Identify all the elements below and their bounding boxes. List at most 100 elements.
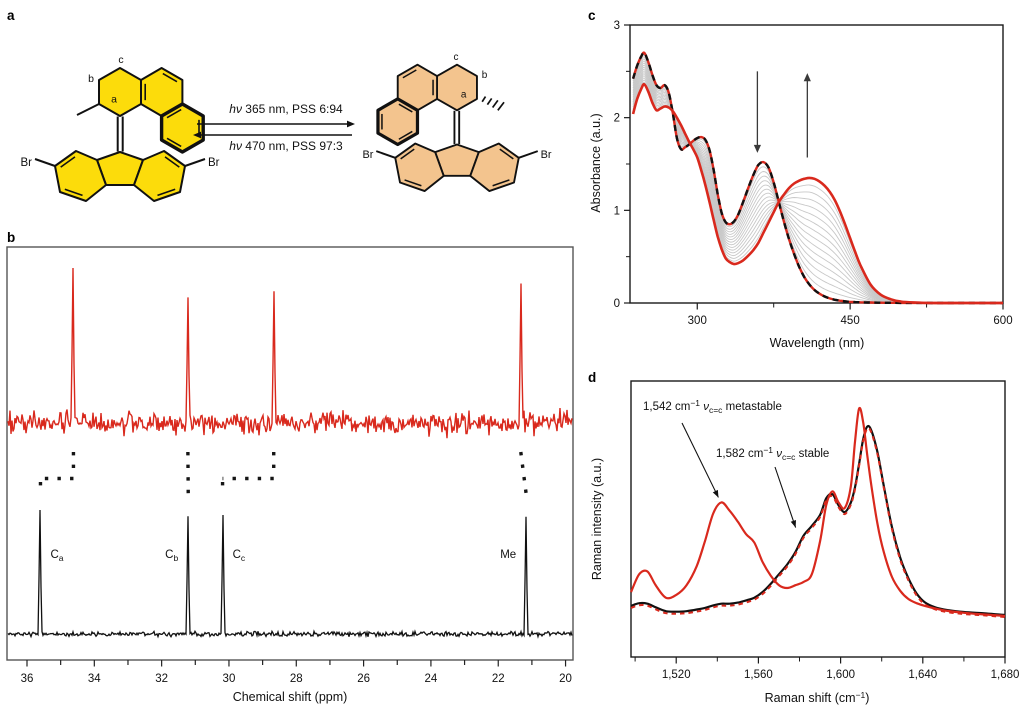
uvvis-x-axis-title: Wavelength (nm)	[769, 336, 865, 350]
ring	[133, 150, 186, 202]
double-bond-inner-line	[402, 69, 417, 79]
nmr-x-axis-title: Chemical shift (ppm)	[232, 690, 348, 704]
intermediate-spectrum	[632, 69, 1003, 304]
raman-metastable-red	[629, 406, 1006, 617]
nmr-peak-label: Ca	[50, 549, 63, 563]
x-tick-label: 30	[223, 673, 236, 685]
ring	[159, 102, 205, 154]
annotation-arrowhead	[712, 489, 719, 498]
uvvis-y-axis-title: Absorbance (a.u.)	[589, 113, 603, 213]
nmr-peak-label: Cb	[165, 549, 178, 563]
x-tick-label: 300	[688, 315, 707, 327]
methyl-bond	[76, 103, 100, 116]
double-bond-inner-line	[157, 188, 176, 197]
x-tick-label: 1,680	[991, 669, 1020, 681]
x-tick-label: 1,560	[744, 669, 773, 681]
atom-label: Br	[541, 149, 552, 161]
x-tick-label: 36	[21, 673, 34, 685]
raman-plot-box	[630, 380, 1006, 658]
panel-a-label: a	[7, 8, 15, 23]
br-bond	[375, 150, 396, 159]
atom-label: a	[111, 94, 117, 106]
double-bond-inner-line	[499, 148, 514, 160]
forward-arrowhead	[347, 120, 355, 128]
metastable-spectrum-red	[631, 82, 1003, 305]
hashed-wedge-mark	[486, 97, 493, 106]
stable-spectrum-black-dashed	[631, 51, 1003, 305]
forward-reaction-condition: hν 365 nm, PSS 6:94	[229, 102, 342, 116]
raman-stable-black	[630, 424, 1006, 617]
intermediate-spectrum	[632, 75, 1003, 304]
raman-y-axis-title: Raman intensity (a.u.)	[590, 457, 604, 581]
y-tick-label: 3	[614, 20, 620, 32]
double-bond-inner-line	[398, 103, 413, 113]
x-tick-label: 32	[155, 673, 168, 685]
double-bond-inner-line	[64, 188, 83, 197]
ann1-sup: −1	[690, 398, 701, 408]
x-tick-label: 26	[357, 673, 370, 685]
nu-symbol: ν	[773, 448, 782, 460]
hashed-wedge-mark	[491, 99, 499, 108]
raman-annotation-metastable: 1,542 cm−1 νc=c metastable	[643, 398, 782, 415]
atom-label: Br	[208, 157, 220, 169]
nmr-peak-label: Me	[500, 549, 516, 561]
intermediate-spectrum	[632, 79, 1003, 304]
ann2-sub: c=c	[781, 452, 796, 462]
x-tick-label: 1,600	[826, 669, 855, 681]
atom-label: c	[454, 52, 459, 63]
ring	[376, 97, 420, 147]
stable-spectrum-red-underlay	[631, 51, 1003, 305]
panel-a-structures: c b a Br Br c b a Br Br	[21, 52, 552, 202]
metastable-isomer-structure: c b a Br Br	[362, 52, 552, 193]
atom-label: c	[118, 54, 123, 66]
panel-b-label: b	[7, 230, 16, 245]
br-bond	[34, 158, 56, 167]
y-tick-label: 1	[614, 205, 620, 217]
x-tick-label: 24	[425, 673, 438, 685]
intermediate-spectrum	[632, 64, 1003, 304]
down-trend-arrowhead	[753, 144, 761, 153]
raman-x-axis-title: Raman shift (cm−1)	[765, 690, 870, 705]
nmr-plot-box	[6, 246, 574, 661]
hashed-wedge-mark	[497, 101, 505, 111]
atom-label: a	[461, 89, 467, 100]
ring	[96, 151, 144, 186]
ring	[434, 143, 480, 177]
intermediate-spectrum	[632, 71, 1003, 304]
backward-reaction-condition: hν 470 nm, PSS 97:3	[229, 139, 342, 153]
raman-x-title-post: )	[865, 691, 870, 705]
ann1-pre: 1,542 cm	[643, 401, 691, 413]
double-bond-inner-line	[166, 108, 182, 119]
stable-isomer-structure: c b a Br Br	[21, 54, 220, 202]
x-tick-label: 1,520	[662, 669, 691, 681]
y-tick-label: 2	[614, 113, 620, 125]
panel-d-label: d	[588, 370, 597, 385]
intermediate-spectrum	[632, 54, 1003, 304]
double-bond-inner-line	[166, 137, 182, 148]
br-bond	[518, 150, 539, 159]
ann1-post: metastable	[722, 401, 782, 413]
peak-connector-dots	[519, 451, 528, 495]
backward-condition-text: 470 nm, PSS 97:3	[241, 139, 343, 153]
x-tick-label: 1,640	[908, 669, 937, 681]
raman-x-title-pre: Raman shift (cm	[764, 691, 856, 705]
y-tick-label: 0	[614, 298, 620, 310]
ring	[54, 150, 107, 202]
x-tick-label: 22	[492, 673, 505, 685]
br-bond	[184, 158, 206, 167]
double-bond-inner-line	[162, 72, 178, 83]
backward-arrowhead	[193, 131, 201, 139]
nu-symbol: ν	[700, 401, 709, 413]
forward-condition-text: 365 nm, PSS 6:94	[241, 102, 343, 116]
atom-label: b	[88, 73, 94, 85]
hashed-wedge-mark	[481, 96, 487, 103]
nmr-metastable-trace	[7, 267, 573, 439]
annotation-arrow	[681, 422, 719, 498]
raman-x-title-sup: −1	[855, 690, 866, 700]
double-bond-inner-line	[398, 130, 413, 140]
panel-b-nmr-plot: 36 34 32 30 28 26 24 22 20 Ca Cb Cc Me	[6, 246, 574, 685]
intermediate-spectrum	[632, 66, 1003, 304]
double-bond-inner-line	[164, 156, 180, 168]
x-tick-label: 28	[290, 673, 303, 685]
ann2-pre: 1,582 cm	[716, 448, 764, 460]
